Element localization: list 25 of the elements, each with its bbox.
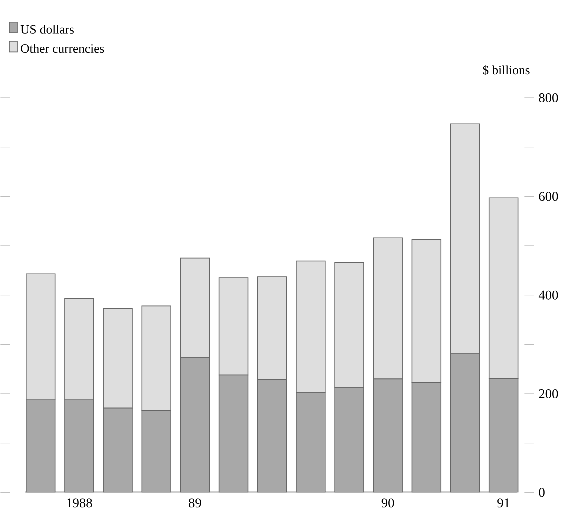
x-tick-label: 90 xyxy=(382,498,394,508)
y-tick-label: 800 xyxy=(539,94,558,102)
y-tick-label: 0 xyxy=(539,488,545,498)
y-tick-label: 600 xyxy=(539,192,558,202)
x-tick-label: 89 xyxy=(189,498,202,508)
bar xyxy=(488,378,519,493)
bar xyxy=(64,399,94,493)
bar xyxy=(450,353,480,493)
bar xyxy=(334,388,364,493)
legend-label: US dollars xyxy=(20,25,74,34)
y-axis-title: $ billions xyxy=(483,65,530,76)
y-tick-label: 200 xyxy=(539,389,558,398)
legend-label: Other currencies xyxy=(21,44,104,54)
bar xyxy=(296,392,326,493)
bar xyxy=(142,410,172,493)
bar xyxy=(373,378,403,493)
bar xyxy=(26,399,56,493)
x-tick-label: 91 xyxy=(498,498,510,508)
x-tick-label: 1988 xyxy=(67,498,92,508)
bar xyxy=(257,379,288,493)
bar xyxy=(218,374,249,493)
bar xyxy=(103,408,133,493)
bar xyxy=(412,382,442,493)
bar xyxy=(180,358,210,493)
y-tick-label: 400 xyxy=(538,290,558,300)
